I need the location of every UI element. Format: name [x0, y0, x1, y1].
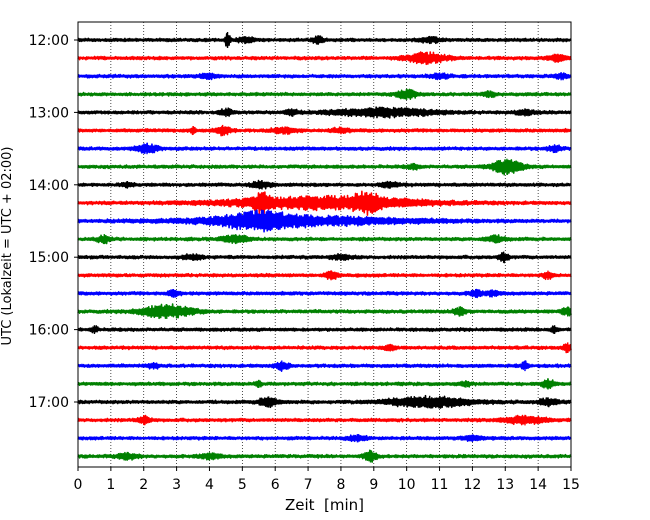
y-tick-label: 12:00 [29, 33, 69, 49]
x-tick-label: 13 [496, 477, 514, 493]
trace-line [77, 414, 572, 426]
trace-line [77, 343, 572, 354]
x-tick-label: 15 [562, 477, 580, 493]
trace-line [77, 142, 572, 155]
x-tick-label: 5 [238, 477, 247, 493]
trace-line [77, 209, 572, 233]
y-tick-label: 13:00 [29, 105, 69, 121]
plot-frame [77, 21, 572, 468]
x-tick-label: 1 [106, 477, 115, 493]
y-tick-label: 16:00 [29, 323, 69, 339]
trace-line [77, 159, 572, 176]
x-tick-label: 4 [205, 477, 214, 493]
x-tick-label: 10 [398, 477, 416, 493]
x-tick-label: 9 [369, 477, 378, 493]
x-tick-label: 12 [463, 477, 481, 493]
x-grid [110, 22, 539, 467]
trace-line [77, 270, 572, 281]
trace-line [77, 449, 572, 463]
trace-line [77, 51, 572, 66]
trace-line [77, 433, 572, 443]
x-tick-label: 0 [74, 477, 83, 493]
y-tick-label: 17:00 [29, 395, 69, 411]
x-tick-label: 7 [304, 477, 313, 493]
x-axis-ticks: 0 1 2 3 4 5 6 7 8 9 10 11 12 13 14 15 [74, 467, 580, 493]
trace-line [77, 234, 572, 245]
seismogram-traces [77, 32, 572, 463]
trace-line [77, 72, 572, 81]
x-tick-label: 3 [172, 477, 181, 493]
trace-line [77, 125, 572, 137]
trace-line [77, 303, 572, 320]
trace-line [77, 288, 572, 299]
y-axis-label: UTC (Lokalzeit = UTC + 02:00) [0, 147, 15, 346]
y-tick-label: 14:00 [29, 178, 69, 194]
trace-line [77, 325, 572, 334]
y-tick-label: 15:00 [29, 250, 69, 266]
x-tick-label: 8 [336, 477, 345, 493]
trace-line [77, 32, 572, 47]
trace-line [77, 106, 572, 119]
trace-line [77, 394, 572, 409]
trace-line [77, 360, 572, 372]
y-axis-ticks: 12:00 13:00 14:00 15:00 16:00 17:00 [29, 33, 78, 411]
x-tick-label: 2 [139, 477, 148, 493]
x-axis-label: Zeit [min] [285, 496, 364, 514]
trace-line [77, 378, 572, 390]
x-tick-label: 6 [271, 477, 280, 493]
trace-line [77, 251, 572, 264]
trace-line [77, 88, 572, 100]
x-tick-label: 14 [529, 477, 547, 493]
trace-line [77, 179, 572, 190]
x-tick-label: 11 [431, 477, 449, 493]
